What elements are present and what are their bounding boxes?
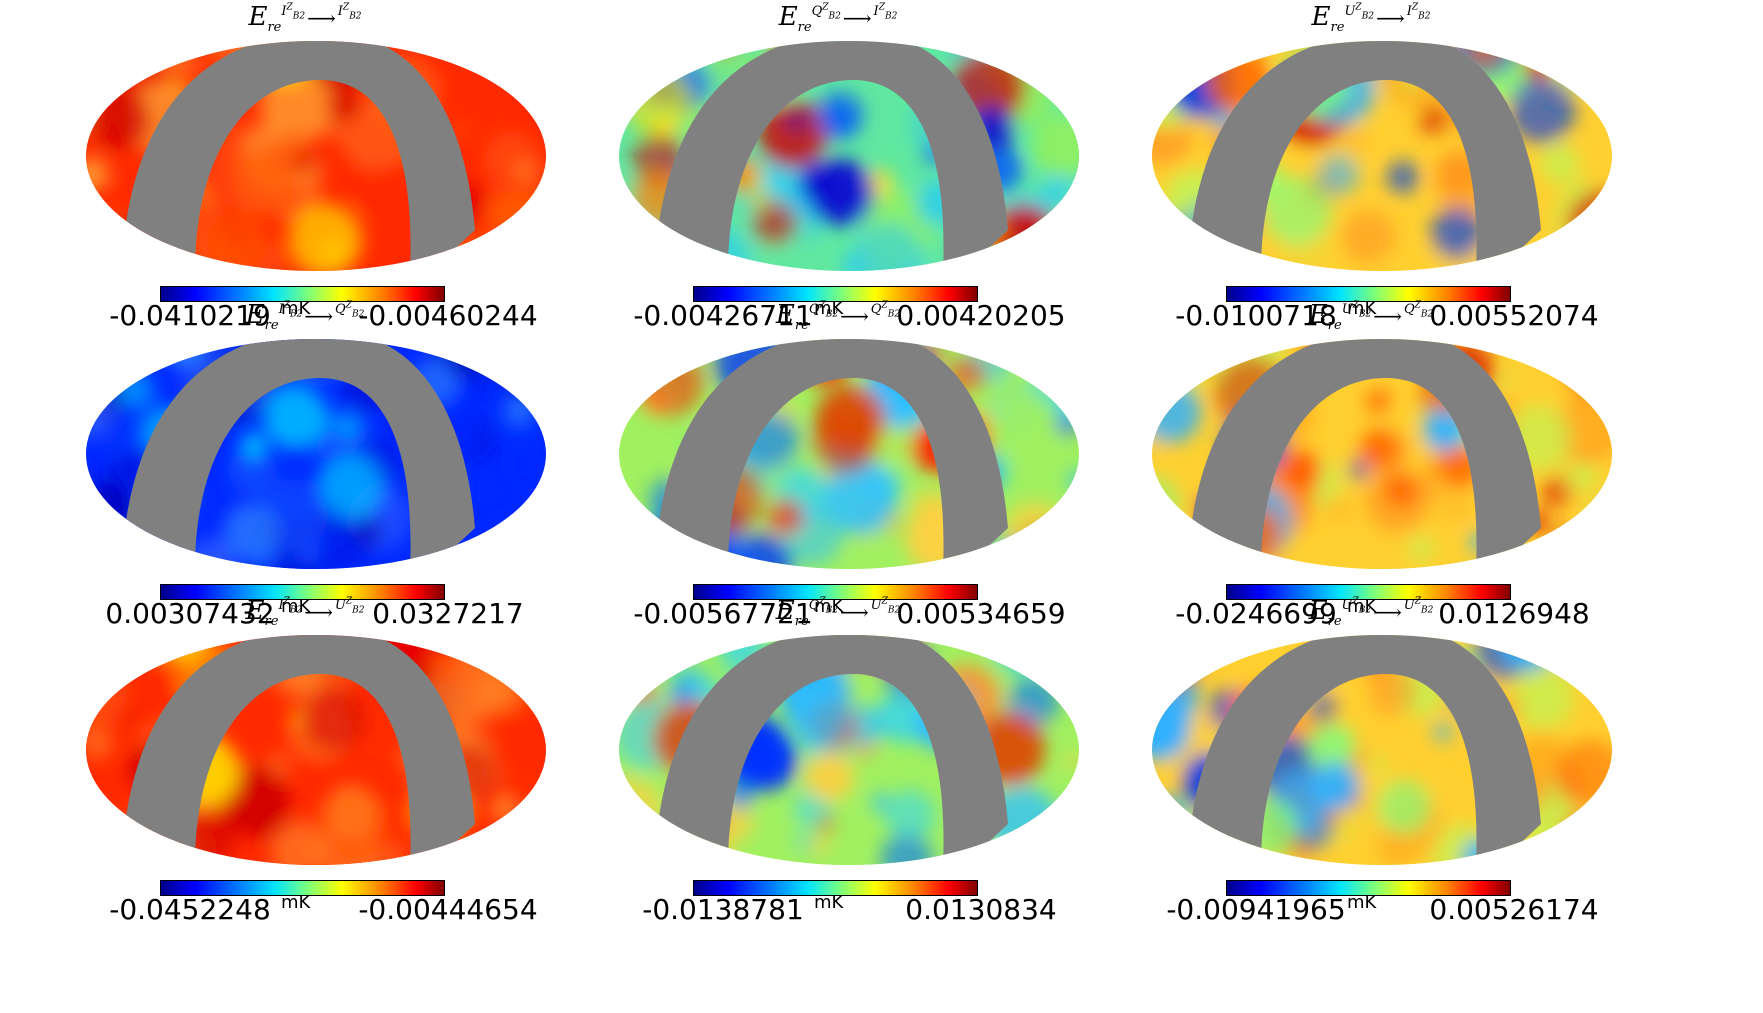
title-base: E [245,596,265,626]
map-panel: EreUZB2 ⟶ UZB2 -0.00941965 mK 0.00526174 [1121,594,1621,924]
colorbar [1226,880,1511,896]
panel-title: EreQZB2 ⟶ UZB2 [775,596,901,630]
colorbar-min-label: -0.00426711 [633,299,813,332]
panel-title: EreIZB2 ⟶ QZB2 [245,300,365,334]
mollweide-sky-map [86,635,546,865]
map-panel: EreUZB2 ⟶ IZB2 -0.0100718 mK 0.00552074 [1121,0,1621,330]
title-src: I [278,598,284,614]
colorbar-min-label: 0.00307432 [105,597,275,630]
colorbar-min-label: -0.0100718 [1175,299,1337,332]
colorbar-max-label: 0.0130834 [905,893,1057,926]
title-dst: Q [1403,302,1415,318]
title-base: E [1308,596,1328,626]
title-sub: re [794,318,809,334]
panel-title: EreQZB2 ⟶ QZB2 [775,300,901,334]
colorbar-min-label: -0.0246699 [1175,597,1337,630]
title-dst: U [1403,598,1415,614]
title-src: I [278,302,284,318]
title-sub: re [1330,20,1345,36]
mollweide-sky-map [86,339,546,569]
mollweide-sky-map [619,635,1079,865]
map-panel: EreQZB2 ⟶ IZB2 -0.00426711 mK 0.00420205 [588,0,1088,330]
colorbar-unit-label: mK [281,596,311,617]
map-panel: EreUZB2 ⟶ QZB2 -0.0246699 mK 0.0126948 [1121,298,1621,628]
mollweide-sky-map [619,339,1079,569]
colorbar-max-label: -0.00444654 [358,893,538,926]
title-base: E [1311,2,1331,32]
title-sub: re [1327,614,1342,630]
title-dst: U [870,598,882,614]
map-panel: EreIZB2 ⟶ IZB2 -0.0410219 mK -0.00460244 [55,0,555,330]
panel-title: EreIZB2 ⟶ UZB2 [245,596,365,630]
colorbar-unit-label: mK [814,596,844,617]
colorbar-unit-label: mK [814,892,844,913]
title-sub: re [1327,318,1342,334]
title-base: E [248,2,268,32]
title-dst: U [334,598,346,614]
mollweide-sky-map [1152,635,1612,865]
panel-title: EreUZB2 ⟶ QZB2 [1308,300,1434,334]
colorbar-max-label: 0.0327217 [372,597,524,630]
mollweide-sky-map [86,41,546,271]
colorbar [693,880,978,896]
colorbar-unit-label: mK [1347,596,1377,617]
panel-title: EreUZB2 ⟶ UZB2 [1308,596,1434,630]
title-src: U [1344,4,1356,20]
colorbar-max-label: 0.00420205 [896,299,1066,332]
title-base: E [245,300,265,330]
panel-title: EreQZB2 ⟶ IZB2 [778,2,898,36]
title-dst: Q [335,302,346,318]
colorbar-unit-label: mK [1347,892,1377,913]
title-base: E [1308,300,1328,330]
colorbar-min-label: -0.00567721 [633,597,813,630]
colorbar-unit-label: mK [281,892,311,913]
title-base: E [775,300,795,330]
title-dst: Q [870,302,882,318]
title-src: Q [808,598,820,614]
title-src: Q [808,302,820,318]
colorbar-min-label: -0.00941965 [1166,893,1346,926]
colorbar-max-label: -0.00460244 [358,299,538,332]
colorbar-unit-label: mK [814,298,844,319]
title-sub: re [797,20,812,36]
title-sub: re [264,614,279,630]
colorbar-min-label: -0.0452248 [109,893,271,926]
map-panel: EreIZB2 ⟶ UZB2 -0.0452248 mK -0.00444654 [55,594,555,924]
colorbar [1226,584,1511,600]
mollweide-sky-map [1152,339,1612,569]
title-src: Q [811,4,823,20]
colorbar-max-label: 0.0126948 [1438,597,1590,630]
colorbar-min-label: -0.0410219 [109,299,271,332]
panel-title: EreUZB2 ⟶ IZB2 [1311,2,1431,36]
colorbar-max-label: 0.00552074 [1429,299,1599,332]
colorbar-unit-label: mK [281,298,311,319]
map-panel: EreIZB2 ⟶ QZB2 0.00307432 mK 0.0327217 [55,298,555,628]
map-panel: EreQZB2 ⟶ QZB2 -0.00567721 mK 0.00534659 [588,298,1088,628]
colorbar-max-label: 0.00534659 [896,597,1066,630]
colorbar [160,584,445,600]
title-sub: re [794,614,809,630]
colorbar [1226,286,1511,302]
colorbar [693,584,978,600]
colorbar-max-label: 0.00526174 [1429,893,1599,926]
colorbar [160,880,445,896]
title-base: E [775,596,795,626]
title-sub: re [264,318,279,334]
title-src: I [281,4,287,20]
title-dst: I [337,4,343,20]
title-base: E [778,2,798,32]
title-src: U [1341,302,1353,318]
colorbar [160,286,445,302]
title-dst: I [873,4,879,20]
map-panel: EreQZB2 ⟶ UZB2 -0.0138781 mK 0.0130834 [588,594,1088,924]
mollweide-sky-map [619,41,1079,271]
title-sub: re [267,20,282,36]
mollweide-sky-map [1152,41,1612,271]
colorbar-min-label: -0.0138781 [642,893,804,926]
title-dst: I [1406,4,1412,20]
panel-title: EreIZB2 ⟶ IZB2 [248,2,362,36]
colorbar-unit-label: mK [1347,298,1377,319]
title-src: U [1341,598,1353,614]
colorbar [693,286,978,302]
